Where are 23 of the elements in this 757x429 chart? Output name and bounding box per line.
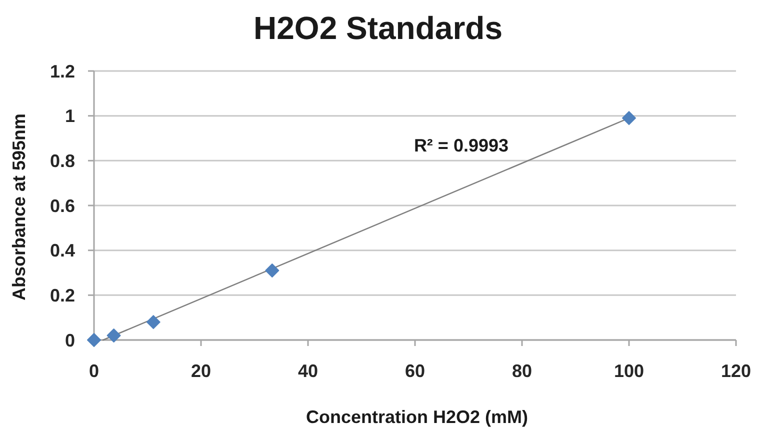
point bbox=[622, 111, 636, 126]
point bbox=[106, 328, 121, 343]
x-tick-label: 100 bbox=[614, 361, 644, 381]
x-tick-label: 20 bbox=[190, 361, 212, 381]
x-tick-label: 40 bbox=[298, 361, 318, 381]
y-tick-label: 0 bbox=[64, 330, 75, 350]
chart-title: H2O2 Standards bbox=[254, 10, 502, 46]
y-tick-label: 0.4 bbox=[50, 240, 75, 261]
y-tick-label: 0.6 bbox=[50, 196, 75, 216]
x-axis-title: Concentration H2O2 (mM) bbox=[306, 407, 528, 427]
point bbox=[265, 264, 280, 278]
annotation: R² = 0.9993 bbox=[414, 136, 509, 156]
x-tick-label: 60 bbox=[404, 361, 426, 381]
x-tick-label: 0 bbox=[88, 361, 100, 381]
y-axis-title: Absorbance at 595nm bbox=[9, 113, 29, 301]
y-tick-label: 0.2 bbox=[50, 285, 75, 306]
y-tick-label: 1.2 bbox=[50, 61, 75, 82]
point bbox=[87, 333, 101, 347]
x-tick-label: 120 bbox=[720, 361, 752, 381]
point bbox=[146, 315, 160, 330]
x-tick-label: 80 bbox=[512, 361, 532, 381]
y-tick-label: 0.8 bbox=[50, 150, 75, 171]
y-tick-label: 1 bbox=[64, 106, 75, 126]
